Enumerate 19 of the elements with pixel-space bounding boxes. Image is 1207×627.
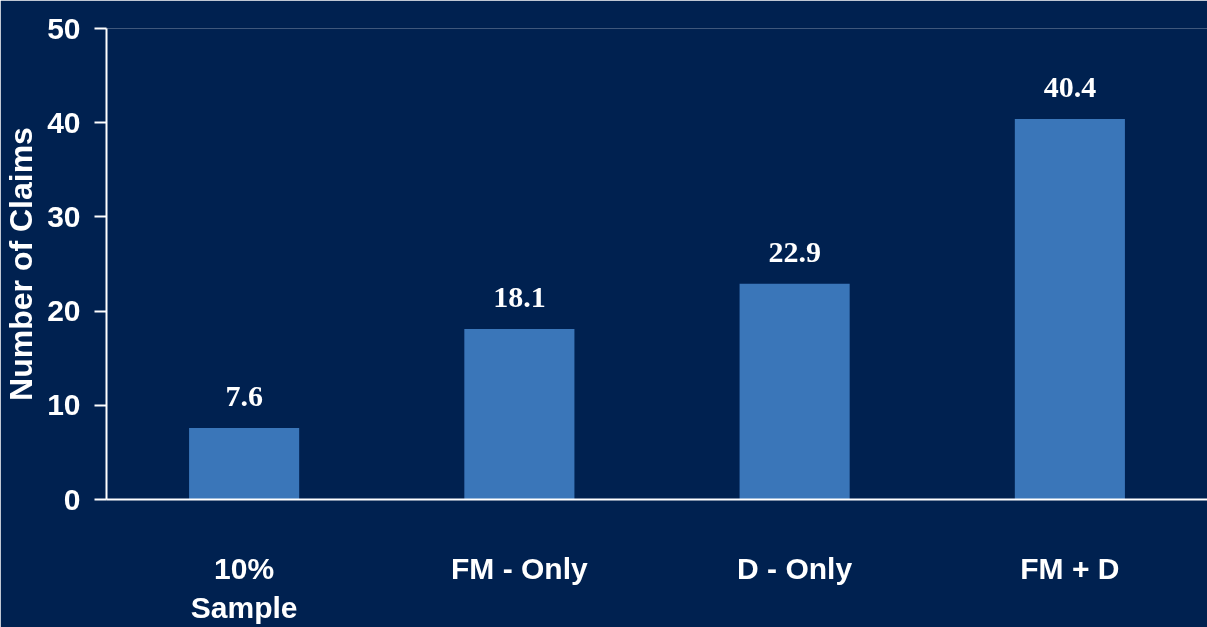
data-label: 7.6: [225, 378, 263, 412]
data-label: 18.1: [493, 280, 546, 313]
y-tick-label: 40: [47, 105, 81, 139]
y-tick-label: 20: [47, 294, 81, 328]
y-tick-label: 0: [63, 482, 81, 516]
y-tick-label: 50: [47, 11, 81, 45]
x-tick-label: D - Only: [737, 551, 853, 585]
y-tick-label: 10: [47, 388, 81, 422]
y-tick-label: 30: [47, 199, 81, 233]
x-tick-label: FM - Only: [451, 551, 589, 585]
bar: [1014, 118, 1125, 500]
bar: [464, 329, 575, 500]
x-tick-label: FM + D: [1020, 551, 1120, 585]
data-label: 22.9: [768, 234, 821, 268]
data-label: 40.4: [1043, 69, 1097, 103]
bar: [189, 427, 300, 500]
bar: [739, 283, 850, 500]
x-tick-label: 10% Sample: [190, 551, 298, 625]
y-axis-title: Number of Claims: [3, 127, 40, 401]
